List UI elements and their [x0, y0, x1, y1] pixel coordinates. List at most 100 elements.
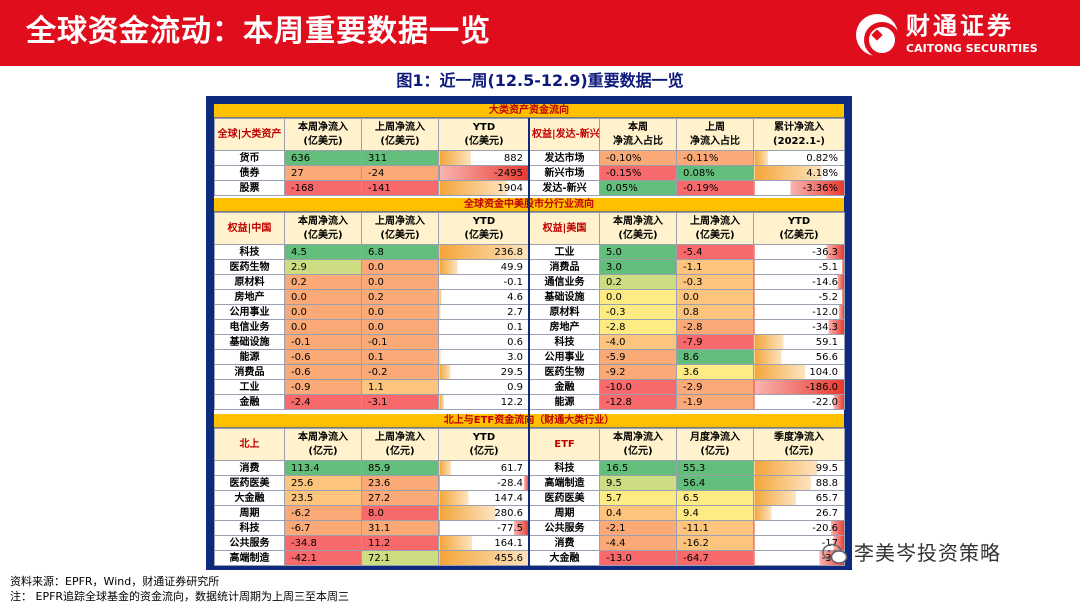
source-note: 资料来源：EPFR，Wind，财通证券研究所	[10, 575, 220, 588]
value-cell: 31.1	[361, 520, 439, 536]
row-label: 周期	[529, 505, 600, 521]
value-cell: -0.1	[361, 334, 439, 350]
table-row: 发达-新兴 0.05% -0.19% -3.36%	[529, 180, 845, 196]
table-row: 新兴市场 -0.15% 0.08% 4.18%	[529, 165, 845, 181]
ytd-cell: -28.4	[438, 475, 530, 491]
table-row: 货币 636 311 882	[214, 150, 530, 166]
row-label: 高端制造	[529, 475, 600, 491]
ytd-value: -2495	[493, 167, 523, 179]
logo-text-cn: 财通证券	[906, 12, 1014, 40]
value-cell: 0.0	[676, 289, 754, 305]
category-header: 北上	[214, 428, 285, 461]
value-cell: -12.8	[599, 394, 677, 410]
value-cell: -0.11%	[676, 150, 754, 166]
table-row: 消费 113.4 85.9 61.7	[214, 460, 530, 476]
ytd-value: -186.0	[805, 381, 838, 393]
row-label: 周期	[214, 505, 285, 521]
value-cell: 11.2	[361, 535, 439, 551]
value-cell: -2.8	[599, 319, 677, 335]
table-row: 医药医美 25.6 23.6 -28.4	[214, 475, 530, 491]
ytd-value: 88.8	[815, 477, 838, 489]
row-label: 电信业务	[214, 319, 285, 335]
ytd-value: 882	[503, 152, 523, 164]
value-cell: 0.4	[599, 505, 677, 521]
value-cell: 8.6	[676, 349, 754, 365]
value-cell: 0.2	[599, 274, 677, 290]
column-header: 上周净流入 (亿美元)	[676, 212, 754, 245]
ytd-cell: 164.1	[438, 535, 530, 551]
value-cell: 2.9	[284, 259, 362, 275]
value-cell: 0.0	[599, 289, 677, 305]
row-label: 公共服务	[529, 520, 600, 536]
ytd-cell: 88.8	[753, 475, 845, 491]
value-cell: -0.6	[284, 364, 362, 380]
row-label: 公用事业	[214, 304, 285, 320]
row-label: 消费	[214, 460, 285, 476]
table-row: 科技 16.5 55.3 99.5	[529, 460, 845, 476]
value-cell: -2.4	[284, 394, 362, 410]
row-label: 科技	[529, 460, 600, 476]
table-row: 金融 -2.4 -3.1 12.2	[214, 394, 530, 410]
row-label: 房地产	[529, 319, 600, 335]
value-cell: 27.2	[361, 490, 439, 506]
row-label: 医药医美	[214, 475, 285, 491]
ytd-value: 56.6	[815, 351, 838, 363]
ytd-cell: 56.6	[753, 349, 845, 365]
ytd-value: 0.1	[507, 321, 523, 333]
value-cell: -4.0	[599, 334, 677, 350]
value-cell: 0.0	[361, 274, 439, 290]
row-label: 金融	[529, 379, 600, 395]
ytd-value: 3.0	[507, 351, 523, 363]
ytd-cell: 882	[438, 150, 530, 166]
ytd-cell: 4.6	[438, 289, 530, 305]
ytd-cell: -12.0	[753, 304, 845, 320]
table-row: 工业 -0.9 1.1 0.9	[214, 379, 530, 395]
caitong-logo-icon	[856, 14, 900, 58]
category-header: 权益|发达-新兴	[529, 118, 600, 151]
value-cell: 0.0	[361, 304, 439, 320]
ytd-value: 12.2	[500, 396, 523, 408]
ytd-value: -77.5	[497, 522, 523, 534]
value-cell: 85.9	[361, 460, 439, 476]
value-cell: 5.0	[599, 244, 677, 260]
ytd-cell: -0.1	[438, 274, 530, 290]
table-row: 发达市场 -0.10% -0.11% 0.82%	[529, 150, 845, 166]
ytd-value: 104.0	[809, 366, 838, 378]
ytd-value: 280.6	[494, 507, 523, 519]
value-cell: 6.8	[361, 244, 439, 260]
row-label: 高端制造	[214, 550, 285, 566]
ytd-value: 164.1	[494, 537, 523, 549]
value-cell: -0.6	[284, 349, 362, 365]
ytd-value: 99.5	[815, 462, 838, 474]
ytd-value: -3.36%	[802, 182, 838, 194]
value-cell: -10.0	[599, 379, 677, 395]
logo-text-en: CAITONG SECURITIES	[906, 42, 1038, 55]
value-cell: -64.7	[676, 550, 754, 566]
section1-right-table: 权益|发达-新兴 本周 净流入占比 上周 净流入占比 累计净流入 (2022.1-) 发…	[529, 118, 845, 196]
header-row: ETF 本周净流入 (亿元) 月度净流入 (亿元) 季度净流入 (亿元)	[529, 428, 845, 461]
ytd-value: 59.1	[815, 336, 838, 348]
table-row: 医药生物 -9.2 3.6 104.0	[529, 364, 845, 380]
ytd-cell: 2.7	[438, 304, 530, 320]
ytd-value: -14.6	[812, 276, 838, 288]
table-row: 医药医美 5.7 6.5 65.7	[529, 490, 845, 506]
ytd-value: -28.4	[497, 477, 523, 489]
value-cell: -0.9	[284, 379, 362, 395]
column-header: 上周净流入 (亿元)	[361, 428, 439, 461]
row-label: 发达-新兴	[529, 180, 600, 196]
ytd-cell: 280.6	[438, 505, 530, 521]
value-cell: 5.7	[599, 490, 677, 506]
ytd-cell: -20.6	[753, 520, 845, 536]
column-header: 本周 净流入占比	[599, 118, 677, 151]
value-cell: -16.2	[676, 535, 754, 551]
ytd-value: 236.8	[494, 246, 523, 258]
ytd-value: 61.7	[500, 462, 523, 474]
ytd-cell: -34.3	[753, 319, 845, 335]
table-row: 能源 -12.8 -1.9 -22.0	[529, 394, 845, 410]
table-row: 高端制造 9.5 56.4 88.8	[529, 475, 845, 491]
table-row: 消费品 3.0 -1.1 -5.1	[529, 259, 845, 275]
section3-right-table: ETF 本周净流入 (亿元) 月度净流入 (亿元) 季度净流入 (亿元) 科技 16.5 5…	[529, 428, 845, 566]
value-cell: -0.1	[284, 334, 362, 350]
ytd-cell: 0.1	[438, 319, 530, 335]
ytd-cell: 3.0	[438, 349, 530, 365]
